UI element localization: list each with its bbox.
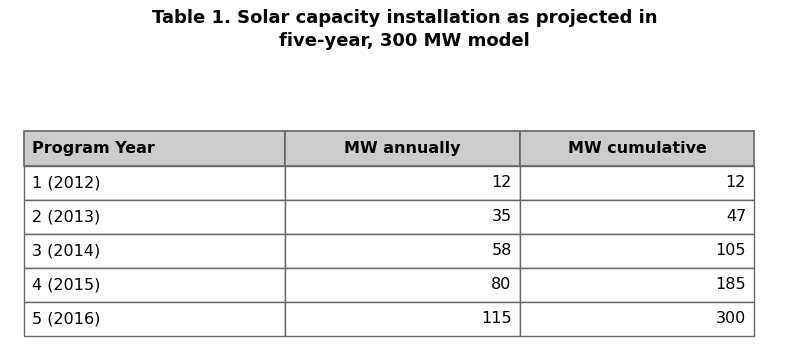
Bar [519,165,754,200]
Text: 58: 58 [491,243,511,258]
Text: 35: 35 [492,209,511,224]
Bar [286,165,519,200]
Text: Program Year: Program Year [32,141,155,156]
Text: 115: 115 [481,311,511,326]
Text: 1 (2012): 1 (2012) [32,175,101,190]
Bar [519,234,754,267]
Text: 2 (2013): 2 (2013) [32,209,100,224]
Text: 5 (2016): 5 (2016) [32,311,101,326]
Bar [286,267,519,302]
Text: 105: 105 [716,243,746,258]
Text: MW annually: MW annually [344,141,461,156]
Text: 80: 80 [491,277,511,292]
Bar [286,200,519,234]
Bar [286,131,519,165]
Text: MW cumulative: MW cumulative [568,141,706,156]
Text: 12: 12 [726,175,746,190]
Bar [519,302,754,336]
Text: Table 1. Solar capacity installation as projected in
five-year, 300 MW model: Table 1. Solar capacity installation as … [152,9,657,49]
Bar [24,302,286,336]
Bar [286,234,519,267]
Bar [24,165,286,200]
Text: 12: 12 [491,175,511,190]
Bar [519,131,754,165]
Bar [286,302,519,336]
Text: 47: 47 [726,209,746,224]
Text: 3 (2014): 3 (2014) [32,243,100,258]
Bar [24,267,286,302]
Bar [24,200,286,234]
Text: 185: 185 [715,277,746,292]
Bar [24,131,286,165]
Bar [519,200,754,234]
Bar [519,267,754,302]
Text: 300: 300 [716,311,746,326]
Bar [24,234,286,267]
Text: 4 (2015): 4 (2015) [32,277,101,292]
